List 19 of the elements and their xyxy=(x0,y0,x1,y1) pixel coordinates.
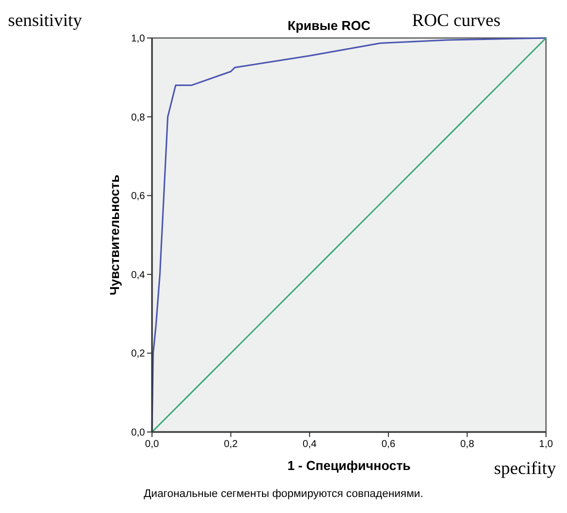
y-tick-label: 0,8 xyxy=(131,112,146,124)
text: Диагональные сегменты формируются совпадениями. xyxy=(144,488,424,500)
x-tick-label: 0,4 xyxy=(302,439,317,450)
y-tick-label: 0,6 xyxy=(131,191,146,202)
y-tick-label: 0,2 xyxy=(131,348,146,360)
x-tick-label: 1,0 xyxy=(539,439,554,450)
x-tick-label: 0,6 xyxy=(381,439,396,450)
text: ROC curves xyxy=(412,10,500,30)
y-tick-label: 1,0 xyxy=(131,34,146,44)
y-tick-label: 0,0 xyxy=(131,428,146,438)
x-tick-label: 0,0 xyxy=(145,439,160,450)
text: specifity xyxy=(494,458,556,478)
y-tick-label: 0,4 xyxy=(131,270,146,281)
text: sensitivity xyxy=(8,10,82,30)
x-axis-title: 1 - Специфичность xyxy=(287,458,411,473)
chart-title: Кривые ROC xyxy=(288,18,371,33)
x-tick-label: 0,8 xyxy=(460,439,475,450)
y-axis-title: Чувствительность xyxy=(107,174,122,296)
x-tick-label: 0,2 xyxy=(224,439,238,450)
